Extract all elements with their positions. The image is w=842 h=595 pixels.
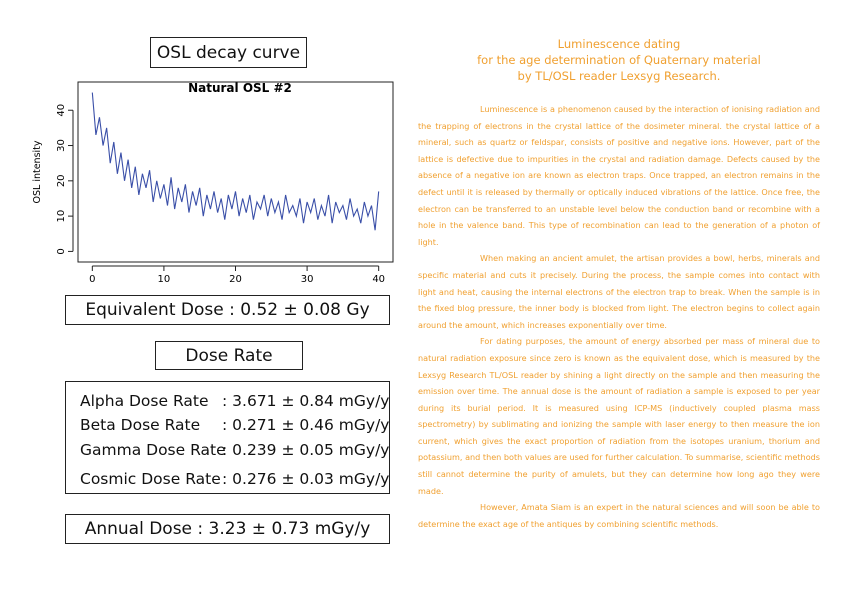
- x-tick-label: 20: [229, 274, 242, 285]
- paragraph: Luminescence is a phenomenon caused by t…: [418, 104, 820, 247]
- dose-rate-value: : 3.671 ± 0.84 mGy/y: [222, 392, 390, 410]
- dose-rate-heading: Dose Rate: [155, 341, 303, 370]
- dose-rate-value: : 0.276 ± 0.03 mGy/y: [222, 470, 390, 488]
- x-tick-label: 40: [372, 274, 385, 285]
- y-tick-label: 30: [56, 139, 67, 152]
- x-tick-label: 30: [301, 274, 314, 285]
- dose-rate-table: Alpha Dose Rate : 3.671 ± 0.84 mGy/y Beta …: [65, 381, 390, 494]
- dose-rate-label: Gamma Dose Rate: [80, 441, 226, 459]
- article-title-line: Luminescence dating: [557, 37, 681, 51]
- equivalent-dose: Equivalent Dose : 0.52 ± 0.08 Gy: [65, 295, 390, 325]
- article: Luminescence dating for the age determina…: [418, 36, 820, 532]
- y-axis-label: OSL intensity: [32, 140, 43, 203]
- x-tick-label: 0: [89, 274, 95, 285]
- chart: Natural OSL #2 OSL intensity 0 10 20 30 40 0 1…: [32, 81, 394, 285]
- article-title-line: by TL/OSL reader Lexsyg Research.: [517, 69, 721, 83]
- dose-rate-label: Beta Dose Rate: [80, 416, 201, 434]
- plot-frame: [77, 81, 394, 263]
- y-tick-label: 10: [56, 210, 67, 223]
- article-body: Luminescence is a phenomenon caused by t…: [418, 101, 820, 532]
- y-tick-label: 0: [56, 248, 67, 254]
- paragraph: When making an ancient amulet, the artis…: [418, 253, 820, 330]
- heading: OSL decay curve: [150, 37, 307, 68]
- dose-rate-value: : 0.271 ± 0.46 mGy/y: [222, 416, 390, 434]
- annual-dose: Annual Dose : 3.23 ± 0.73 mGy/y: [65, 514, 390, 544]
- dose-rate-label: Alpha Dose Rate: [80, 392, 209, 410]
- dose-rate-value: : 0.239 ± 0.05 mGy/y: [222, 441, 390, 459]
- article-title-line: for the age determination of Quaternary …: [477, 53, 761, 67]
- paragraph: For dating purposes, the amount of energ…: [418, 336, 820, 496]
- x-tick-label: 10: [158, 274, 171, 285]
- article-title: Luminescence dating for the age determina…: [418, 36, 820, 84]
- y-tick-label: 20: [56, 174, 67, 187]
- dose-rate-label: Cosmic Dose Rate: [80, 470, 221, 488]
- data-line: [91, 92, 380, 231]
- chart-title: Natural OSL #2: [188, 81, 292, 95]
- paragraph: However, Amata Siam is an expert in the …: [418, 502, 820, 529]
- y-tick-label: 40: [56, 104, 67, 117]
